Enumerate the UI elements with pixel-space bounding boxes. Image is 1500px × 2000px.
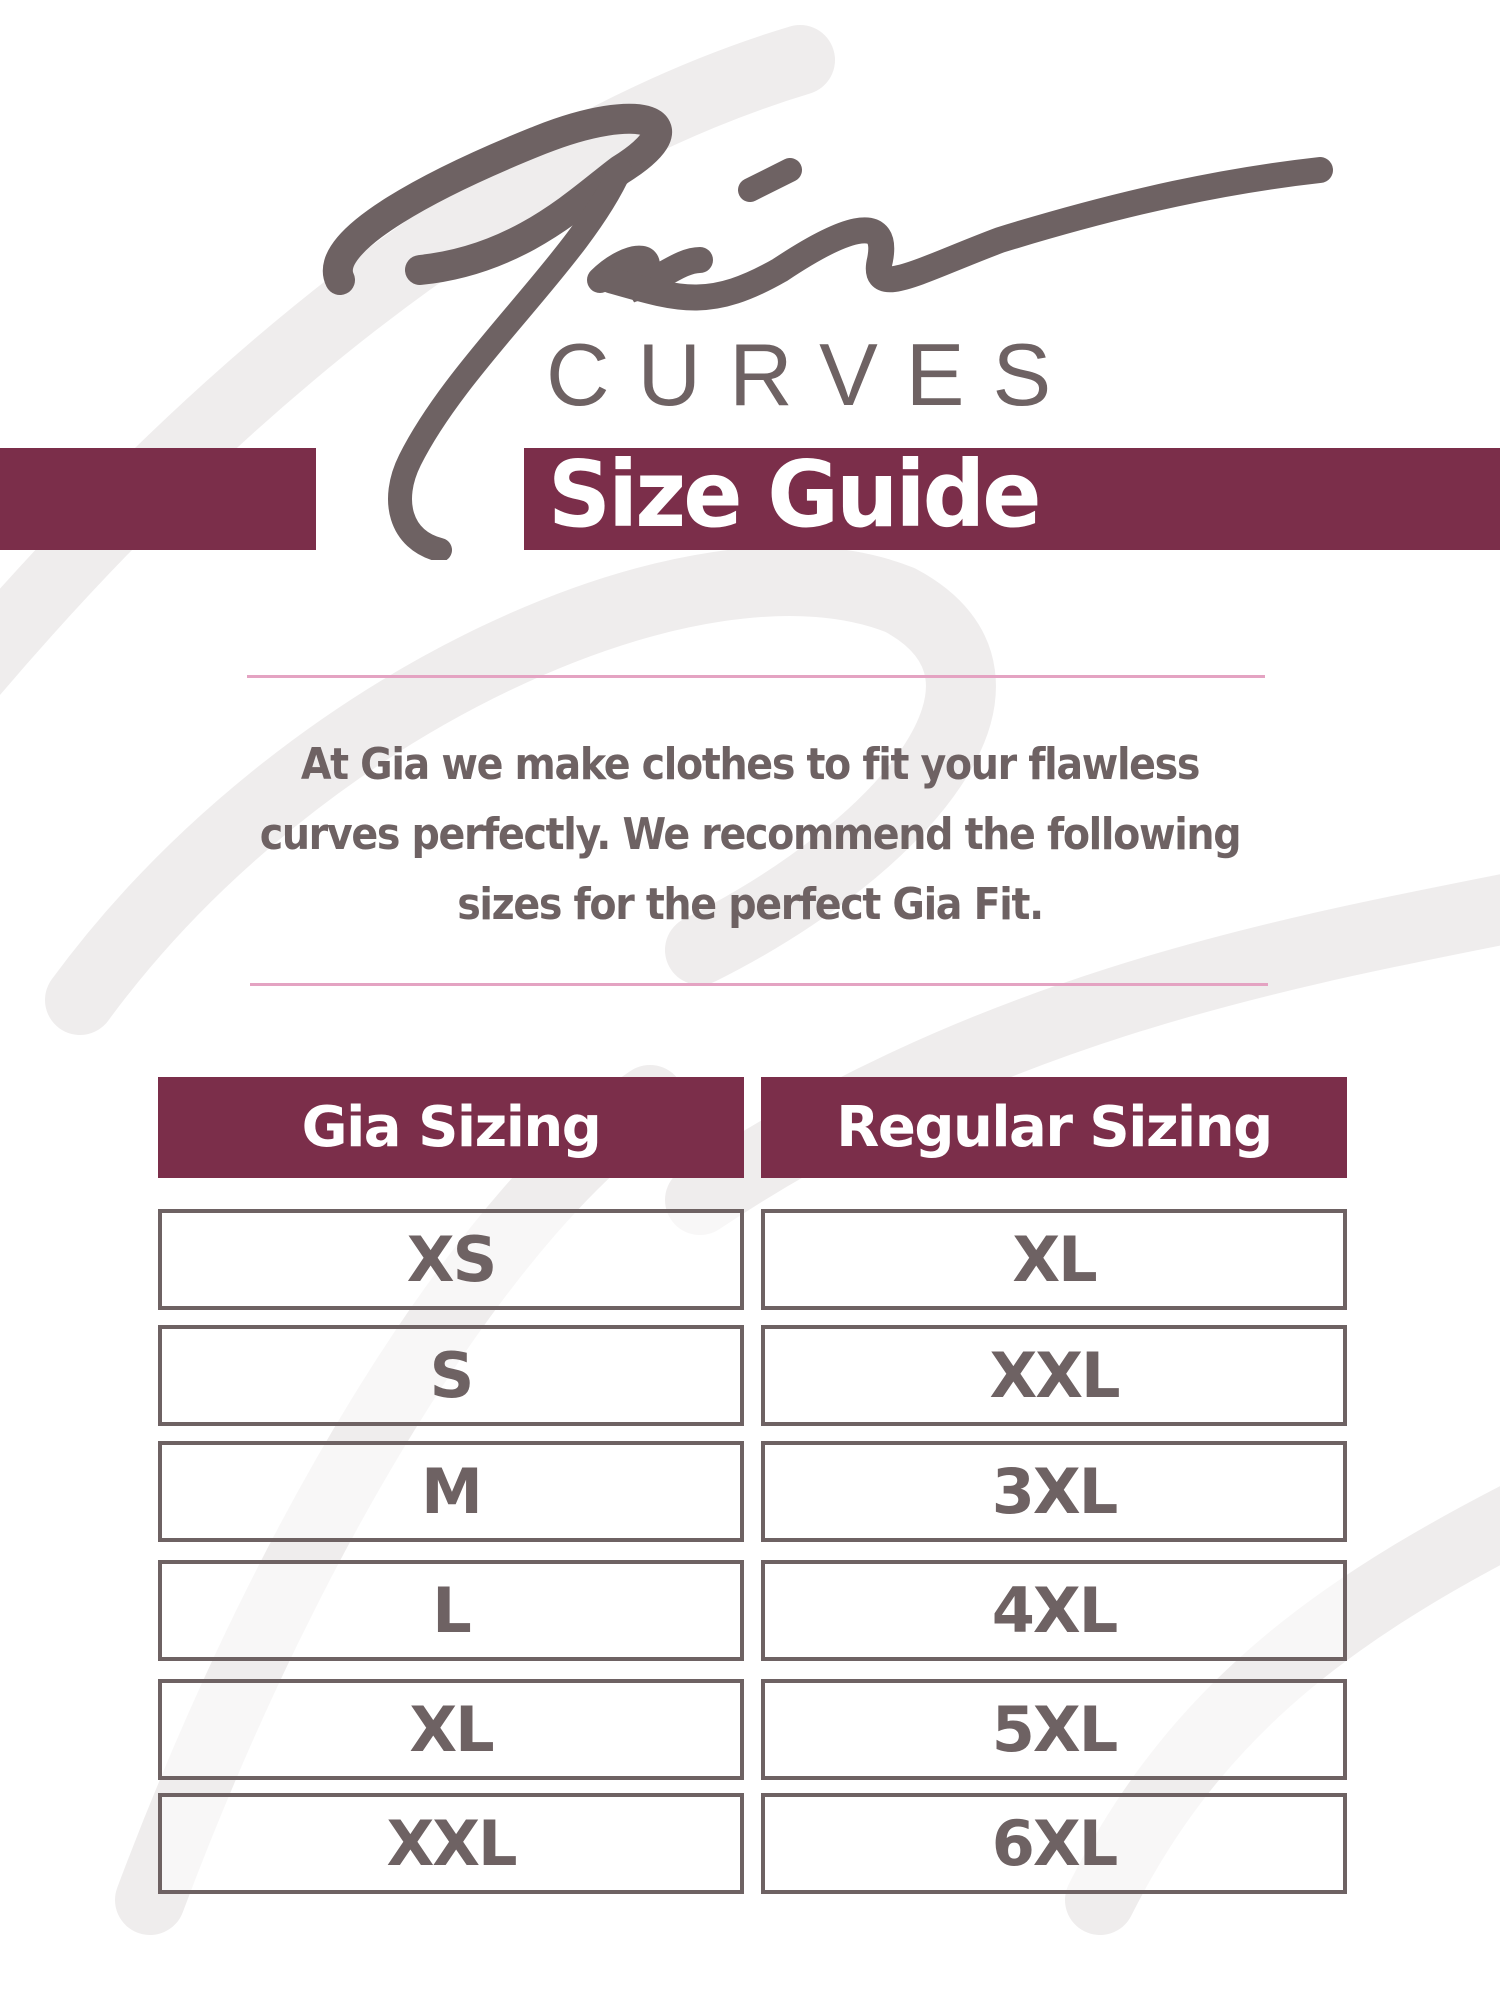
- gia-size-cell: L: [158, 1560, 744, 1661]
- regular-size-cell: 6XL: [761, 1793, 1347, 1894]
- intro-line: curves perfectly. We recommend the follo…: [259, 809, 1242, 860]
- regular-size-cell: 4XL: [761, 1560, 1347, 1661]
- title-bar-left: [0, 448, 316, 550]
- page-title: Size Guide: [548, 441, 1042, 548]
- intro-line: At Gia we make clothes to fit your flawl…: [300, 739, 1201, 790]
- regular-size-cell: 5XL: [761, 1679, 1347, 1780]
- header-gia-sizing: Gia Sizing: [158, 1077, 744, 1178]
- title-bar-right: [524, 448, 1500, 550]
- gia-size-cell: M: [158, 1441, 744, 1542]
- intro-text: At Gia we make clothes to fit your flawl…: [0, 730, 1500, 940]
- gia-logo: [322, 103, 1333, 560]
- regular-size-cell: 3XL: [761, 1441, 1347, 1542]
- divider-top: [247, 675, 1265, 678]
- header-regular-sizing: Regular Sizing: [761, 1077, 1347, 1178]
- gia-size-cell: XXL: [158, 1793, 744, 1894]
- regular-size-cell: XXL: [761, 1325, 1347, 1426]
- gia-size-cell: S: [158, 1325, 744, 1426]
- divider-bottom: [250, 983, 1268, 986]
- gia-size-cell: XL: [158, 1679, 744, 1780]
- logo-subtitle: CURVES: [546, 325, 1080, 424]
- intro-line: sizes for the perfect Gia Fit.: [457, 879, 1044, 930]
- regular-size-cell: XL: [761, 1209, 1347, 1310]
- gia-size-cell: XS: [158, 1209, 744, 1310]
